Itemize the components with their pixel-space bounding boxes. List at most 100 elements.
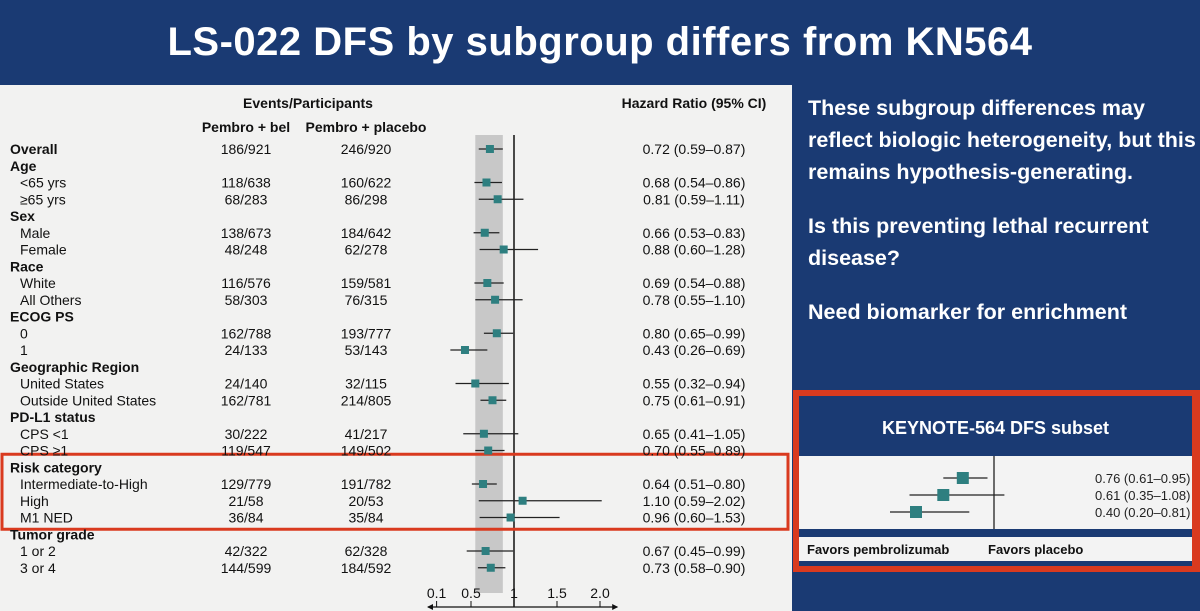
row-events-pembro-bel: 186/921 [221,141,272,157]
forest-plot: 0.1 0.5 1 1.5 2.0 Events/Participants Pembro +… [0,95,790,610]
hazard-ratio-marker [499,245,508,254]
row-hazard-ratio-text: 0.75 (0.61–0.91) [643,392,746,408]
row-label: Geographic Region [10,359,139,375]
row-label: CPS ≥1 [20,443,68,459]
row-label: Female [20,242,67,258]
hazard-ratio-marker [486,563,495,572]
hazard-ratio-marker [506,513,515,522]
row-label: White [20,275,56,291]
row-events-pembro-bel: 48/248 [225,242,268,258]
row-events-pembro-placebo: 149/502 [341,443,392,459]
inset-hazard-ratio-text: 0.76 (0.61–0.95) [1095,471,1190,486]
row-events-pembro-placebo: 191/782 [341,476,392,492]
row-hazard-ratio-text: 0.68 (0.54–0.86) [643,175,746,191]
row-events-pembro-bel: 21/58 [228,493,263,509]
row-label: Intermediate-to-High [20,476,148,492]
row-hazard-ratio-text: 0.80 (0.65–0.99) [643,325,746,341]
row-label: High [20,493,49,509]
hazard-ratio-marker [479,480,488,488]
row-events-pembro-placebo: 76/315 [345,292,388,308]
keynote-inset-frame: KEYNOTE-564 DFS subset 0.76 (0.61–0.95) 0… [793,390,1200,572]
row-label: Age [10,158,37,174]
row-events-pembro-placebo: 159/581 [341,275,392,291]
hazard-ratio-marker [480,228,489,237]
hazard-ratio-marker [471,379,480,388]
note-biomarker: Need biomarker for enrichment [808,300,1128,324]
row-label: Sex [10,208,35,224]
inset-hazard-ratio-marker [910,506,922,518]
hazard-ratio-marker [485,145,494,153]
inset-hazard-ratio-text: 0.40 (0.20–0.81) [1095,505,1190,520]
row-label: PD-L1 status [10,409,96,425]
note-lethal-disease: Is this preventing lethal recurrent dise… [808,214,1149,270]
x-axis-arrow-right [612,604,619,610]
x-tick-label: 0.5 [461,585,481,601]
header-hazard-ratio: Hazard Ratio (95% CI) [622,95,767,111]
row-events-pembro-bel: 68/283 [225,191,268,207]
row-label: 0 [20,325,28,341]
row-events-pembro-placebo: 53/143 [345,342,388,358]
row-label: Risk category [10,459,102,475]
row-events-pembro-bel: 24/140 [225,376,268,392]
row-hazard-ratio-text: 0.72 (0.59–0.87) [643,141,746,157]
row-label: Overall [10,141,57,157]
hazard-ratio-marker [460,346,469,354]
x-tick-label: 1 [510,585,518,601]
row-events-pembro-bel: 58/303 [225,292,268,308]
inset-forest-plot: 0.76 (0.61–0.95) 0.61 (0.35–1.08) 0.40 (0.… [890,456,1190,529]
hazard-ratio-marker [482,178,491,187]
hazard-ratio-marker [493,195,502,204]
row-label: <65 yrs [20,175,66,191]
risk-category-highlight-box [0,452,790,531]
row-events-pembro-placebo: 193/777 [341,325,392,341]
row-hazard-ratio-text: 0.43 (0.26–0.69) [643,342,746,358]
row-events-pembro-placebo: 246/920 [341,141,392,157]
hazard-ratio-marker [481,547,490,555]
row-hazard-ratio-text: 0.78 (0.55–1.10) [643,292,746,308]
row-events-pembro-bel: 162/788 [221,325,272,341]
x-tick-label: 2.0 [590,585,610,601]
note-heterogeneity: These subgroup differences may reflect b… [808,96,1196,184]
row-hazard-ratio-text: 0.69 (0.54–0.88) [643,275,746,291]
row-events-pembro-placebo: 32/115 [345,376,387,392]
row-events-pembro-placebo: 214/805 [341,392,392,408]
row-events-pembro-bel: 118/638 [221,175,271,191]
hazard-ratio-marker [492,329,501,338]
row-events-pembro-bel: 30/222 [225,426,268,442]
row-events-pembro-placebo: 184/642 [341,225,392,241]
row-label: CPS <1 [20,426,69,442]
inset-hazard-ratio-marker [937,489,950,501]
inset-hazard-ratio-marker [956,472,969,484]
row-label: M1 NED [20,510,73,526]
row-hazard-ratio-text: 0.66 (0.53–0.83) [643,225,746,241]
commentary: These subgroup differences may reflect b… [808,92,1200,350]
row-label: Tumor grade [10,526,95,542]
row-events-pembro-placebo: 20/53 [348,493,383,509]
row-events-pembro-bel: 42/322 [225,543,268,559]
inset-plot-area: 0.76 (0.61–0.95) 0.61 (0.35–1.08) 0.40 (0.… [799,456,1192,529]
x-tick-label: 0.1 [427,585,447,601]
inset-hazard-ratio-text: 0.61 (0.35–1.08) [1095,488,1190,503]
x-tick-label: 1.5 [547,585,567,601]
row-events-pembro-bel: 162/781 [221,392,272,408]
row-hazard-ratio-text: 0.70 (0.55–0.89) [643,443,746,459]
x-axis-arrow-left [427,604,433,610]
row-events-pembro-bel: 129/779 [221,476,272,492]
row-hazard-ratio-text: 0.67 (0.45–0.99) [643,543,746,559]
inset-title: KEYNOTE-564 DFS subset [881,418,1110,438]
row-label: United States [20,376,104,392]
row-events-pembro-placebo: 41/217 [345,426,388,442]
row-label: ECOG PS [10,309,74,325]
hazard-ratio-marker [491,295,500,304]
slide-title: LS-022 DFS by subgroup differs from KN56… [167,20,1033,64]
row-hazard-ratio-text: 0.65 (0.41–1.05) [643,426,746,442]
header-events-participants: Events/Participants [243,95,373,111]
row-events-pembro-bel: 36/84 [228,510,263,526]
row-events-pembro-placebo: 86/298 [345,191,388,207]
row-label: ≥65 yrs [20,191,66,207]
favors-placebo-label: Favors placebo [988,542,1084,557]
ci-reference-band [475,135,503,593]
hazard-ratio-marker [483,279,492,287]
row-hazard-ratio-text: 1.10 (0.59–2.02) [643,493,746,509]
inset-favors-bar: Favors pembrolizumab Favors placebo [799,537,1192,561]
